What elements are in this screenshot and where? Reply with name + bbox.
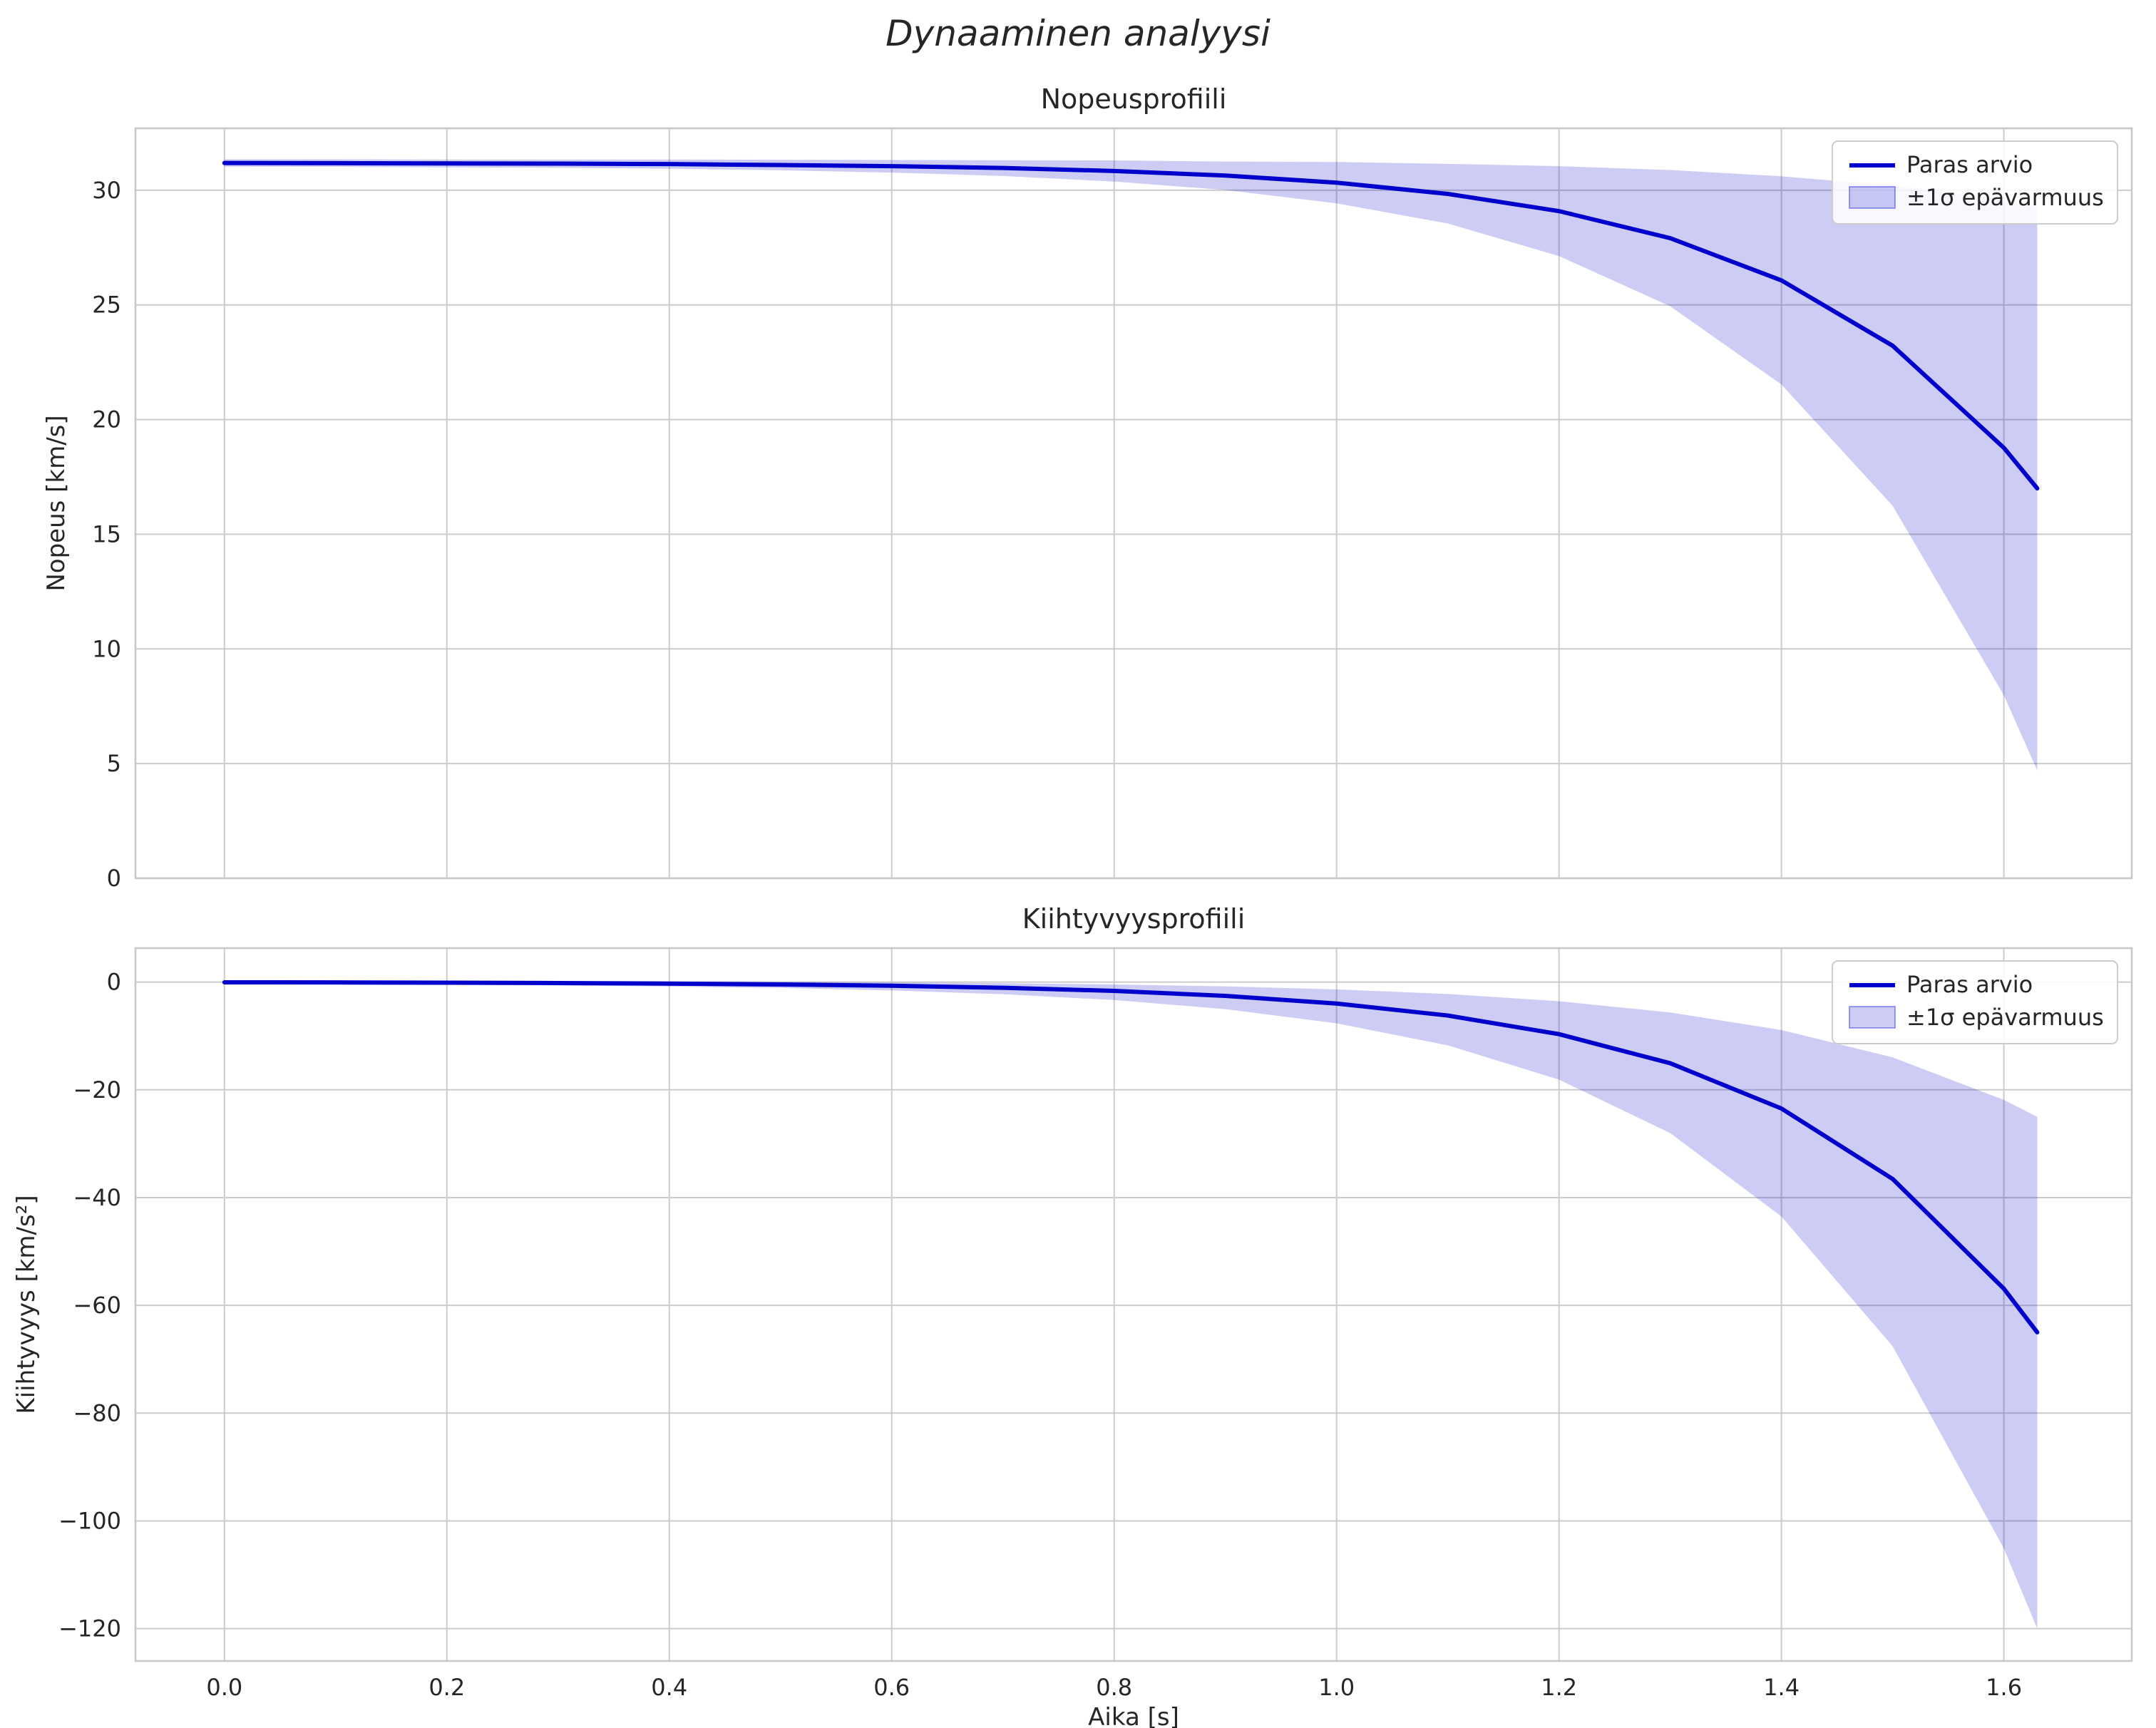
legend-band-sample [1849, 1006, 1896, 1029]
y-tick-label: 10 [92, 635, 121, 662]
y-tick-label: 30 [92, 177, 121, 204]
x-tick-label: 0.6 [873, 1674, 910, 1701]
x-tick-label: 0.8 [1096, 1674, 1132, 1701]
y-tick-label: 15 [92, 520, 121, 547]
plot-background [135, 948, 2132, 1661]
legend: Paras arvio ±1σ epävarmuus [1832, 960, 2118, 1044]
y-tick-label: −80 [73, 1399, 121, 1426]
y-tick-label: −20 [73, 1076, 121, 1104]
y-axis-label: Nopeus [km/s] [42, 415, 71, 591]
legend-box [1832, 960, 2118, 1044]
figure-title: Dynaaminen analyysi [885, 13, 1270, 54]
plots: 0 5 10 15 20 25 30 Nopeusprofiili Nopeus [km/s] P… [12, 83, 2133, 1728]
subplot-title: Kiihtyvyysprofiili [1022, 903, 1246, 935]
y-tick-label: 0 [107, 865, 121, 892]
best-estimate-line [222, 979, 2040, 1334]
x-tick-label: 0.0 [206, 1674, 242, 1701]
legend-label-line: Paras arvio [1906, 971, 2033, 998]
best-estimate-line [222, 160, 2040, 491]
x-axis-label: Aika [s] [1088, 1703, 1179, 1728]
y-tick-label: −60 [73, 1292, 121, 1319]
y-tick-label: 25 [92, 292, 121, 319]
y-tick-label: −120 [58, 1615, 121, 1642]
axes-spines [134, 127, 2133, 880]
x-tick-label: 1.6 [1986, 1674, 2022, 1701]
acceleration-plot: 0 −20 −40 −60 −80 −100 −120 0.0 0.2 0.4 0.6 0.8 1.0 1… [12, 903, 2133, 1728]
y-tick-label: −40 [73, 1184, 121, 1211]
x-tick-label: 1.0 [1318, 1674, 1355, 1701]
axes-spines [134, 947, 2133, 1662]
legend: Paras arvio ±1σ epävarmuus [1832, 140, 2118, 225]
plot-background [135, 128, 2132, 878]
y-tick-label: 20 [92, 406, 121, 433]
legend-label-band: ±1σ epävarmuus [1906, 1004, 2104, 1031]
legend-box [1832, 140, 2118, 225]
x-tick-label: 1.2 [1541, 1674, 1577, 1701]
y-tick-label: −100 [58, 1507, 121, 1534]
x-tick-label: 1.4 [1763, 1674, 1800, 1701]
legend-label-band: ±1σ epävarmuus [1906, 184, 2104, 211]
x-tick-label: 0.2 [428, 1674, 465, 1701]
velocity-plot: 0 5 10 15 20 25 30 Nopeusprofiili Nopeus [km/s] P… [42, 83, 2133, 892]
y-tick-label: 0 [107, 969, 121, 996]
x-tick-label: 0.4 [651, 1674, 687, 1701]
y-tick-label: 5 [107, 750, 121, 777]
legend-label-line: Paras arvio [1906, 151, 2033, 178]
legend-band-sample [1849, 186, 1896, 209]
subplot-title: Nopeusprofiili [1041, 83, 1227, 115]
y-axis-label: Kiihtyvyys [km/s²] [12, 1195, 41, 1414]
